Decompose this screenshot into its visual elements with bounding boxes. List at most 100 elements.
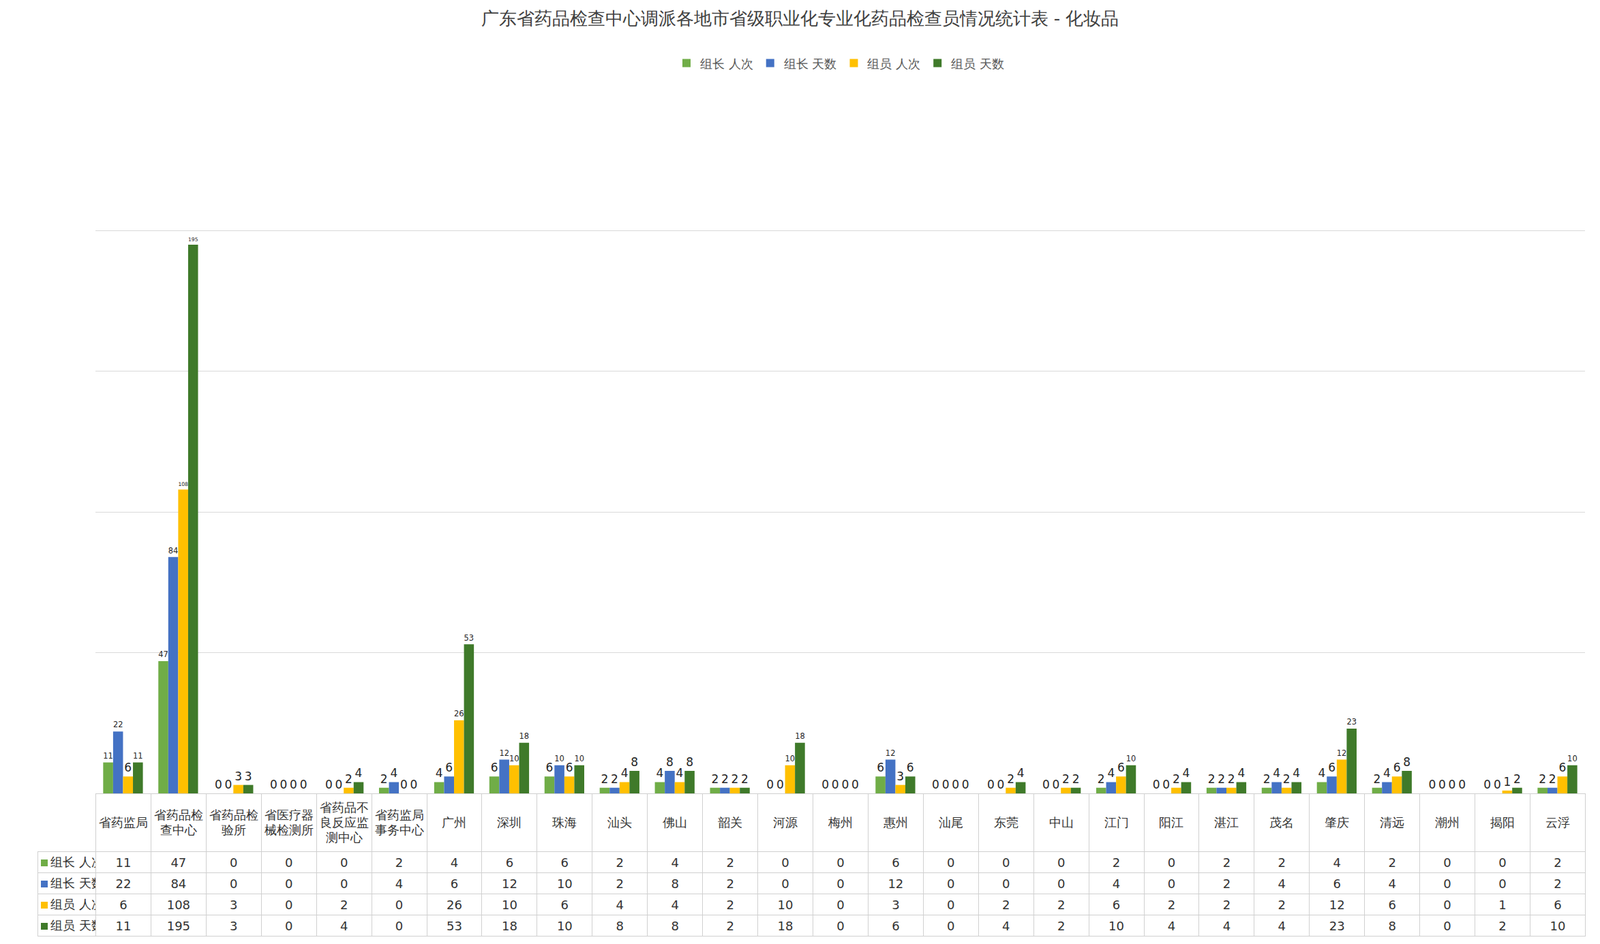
svg-text:0: 0 <box>1052 777 1061 792</box>
svg-text:22: 22 <box>113 719 124 730</box>
svg-text:84: 84 <box>168 546 179 556</box>
svg-text:108: 108 <box>177 481 189 488</box>
svg-text:0: 0 <box>299 777 308 792</box>
svg-text:3: 3 <box>244 769 253 784</box>
svg-text:4: 4 <box>1107 766 1115 780</box>
svg-text:26: 26 <box>454 708 465 719</box>
svg-text:6: 6 <box>1558 760 1566 775</box>
svg-text:2: 2 <box>1282 772 1291 787</box>
svg-text:0: 0 <box>1438 777 1446 792</box>
svg-text:6: 6 <box>906 760 915 775</box>
svg-text:8: 8 <box>1402 755 1411 769</box>
svg-text:4: 4 <box>1292 766 1301 780</box>
svg-text:2: 2 <box>1172 772 1181 787</box>
svg-text:10: 10 <box>785 753 796 764</box>
svg-text:2: 2 <box>1548 772 1557 787</box>
svg-text:组员 人次: 组员 人次 <box>867 56 921 71</box>
svg-text:2: 2 <box>601 772 609 787</box>
svg-text:2: 2 <box>344 772 353 787</box>
svg-text:4: 4 <box>1272 766 1281 780</box>
svg-text:4: 4 <box>655 766 664 780</box>
svg-text:0: 0 <box>1162 777 1170 792</box>
svg-text:广东省药品检查中心调派各地市省级职业化专业化药品检查员情况统: 广东省药品检查中心调派各地市省级职业化专业化药品检查员情况统计表 - 化妆品 <box>481 8 1120 29</box>
svg-text:0: 0 <box>997 777 1005 792</box>
svg-text:0: 0 <box>224 777 233 792</box>
svg-text:53: 53 <box>464 633 475 643</box>
svg-text:2: 2 <box>1062 772 1070 787</box>
svg-text:11: 11 <box>102 751 114 761</box>
svg-text:4: 4 <box>1237 766 1245 780</box>
svg-text:0: 0 <box>1428 777 1436 792</box>
svg-text:6: 6 <box>876 760 885 775</box>
svg-text:6: 6 <box>445 760 453 775</box>
svg-text:2: 2 <box>1263 772 1271 787</box>
svg-text:4: 4 <box>1318 766 1326 780</box>
svg-text:0: 0 <box>410 777 418 792</box>
svg-text:0: 0 <box>1493 777 1502 792</box>
svg-text:组长 人次: 组长 人次 <box>700 56 754 71</box>
svg-text:47: 47 <box>158 649 169 660</box>
svg-text:0: 0 <box>766 777 774 792</box>
svg-text:8: 8 <box>685 755 694 769</box>
svg-text:8: 8 <box>630 755 639 769</box>
svg-text:6: 6 <box>1117 760 1125 775</box>
svg-text:4: 4 <box>1383 766 1391 780</box>
svg-text:0: 0 <box>851 777 859 792</box>
svg-text:4: 4 <box>621 766 629 780</box>
svg-text:2: 2 <box>1217 772 1226 787</box>
svg-text:0: 0 <box>325 777 333 792</box>
svg-text:10: 10 <box>1126 753 1137 764</box>
svg-text:2: 2 <box>721 772 729 787</box>
svg-text:0: 0 <box>1483 777 1491 792</box>
svg-text:2: 2 <box>380 772 388 787</box>
svg-text:12: 12 <box>885 748 896 759</box>
svg-text:23: 23 <box>1346 717 1357 727</box>
svg-text:2: 2 <box>1513 772 1521 787</box>
svg-text:6: 6 <box>1393 760 1401 775</box>
svg-text:2: 2 <box>1208 772 1216 787</box>
svg-text:3: 3 <box>896 769 904 784</box>
svg-text:2: 2 <box>741 772 749 787</box>
svg-text:4: 4 <box>435 766 444 780</box>
svg-text:0: 0 <box>961 777 970 792</box>
svg-text:组长 天数: 组长 天数 <box>783 56 838 71</box>
svg-text:1: 1 <box>1503 775 1511 789</box>
svg-text:10: 10 <box>1567 753 1578 764</box>
svg-text:12: 12 <box>499 748 510 759</box>
svg-text:0: 0 <box>942 777 950 792</box>
svg-text:2: 2 <box>1097 772 1106 787</box>
svg-text:0: 0 <box>400 777 408 792</box>
svg-text:4: 4 <box>355 766 363 780</box>
svg-text:0: 0 <box>951 777 960 792</box>
svg-text:18: 18 <box>519 731 530 742</box>
svg-text:0: 0 <box>841 777 849 792</box>
svg-text:2: 2 <box>1538 772 1547 787</box>
svg-text:8: 8 <box>666 755 674 769</box>
svg-text:2: 2 <box>1227 772 1236 787</box>
svg-text:0: 0 <box>821 777 829 792</box>
svg-text:0: 0 <box>1152 777 1161 792</box>
svg-text:4: 4 <box>1182 766 1190 780</box>
svg-text:0: 0 <box>334 777 343 792</box>
svg-text:6: 6 <box>565 760 574 775</box>
svg-text:2: 2 <box>1006 772 1015 787</box>
svg-text:10: 10 <box>574 753 585 764</box>
svg-text:0: 0 <box>931 777 940 792</box>
svg-text:2: 2 <box>711 772 719 787</box>
svg-text:0: 0 <box>280 777 288 792</box>
svg-text:0: 0 <box>269 777 278 792</box>
svg-text:10: 10 <box>554 753 565 764</box>
svg-text:0: 0 <box>987 777 995 792</box>
svg-text:6: 6 <box>546 760 554 775</box>
svg-text:组员 天数: 组员 天数 <box>951 56 1005 71</box>
svg-text:0: 0 <box>289 777 298 792</box>
svg-text:4: 4 <box>1017 766 1025 780</box>
svg-text:0: 0 <box>1042 777 1050 792</box>
svg-text:2: 2 <box>731 772 739 787</box>
svg-text:18: 18 <box>794 731 806 742</box>
svg-text:3: 3 <box>234 769 243 784</box>
svg-text:0: 0 <box>214 777 223 792</box>
svg-text:0: 0 <box>831 777 840 792</box>
svg-text:10: 10 <box>509 753 520 764</box>
svg-text:11: 11 <box>132 751 144 761</box>
